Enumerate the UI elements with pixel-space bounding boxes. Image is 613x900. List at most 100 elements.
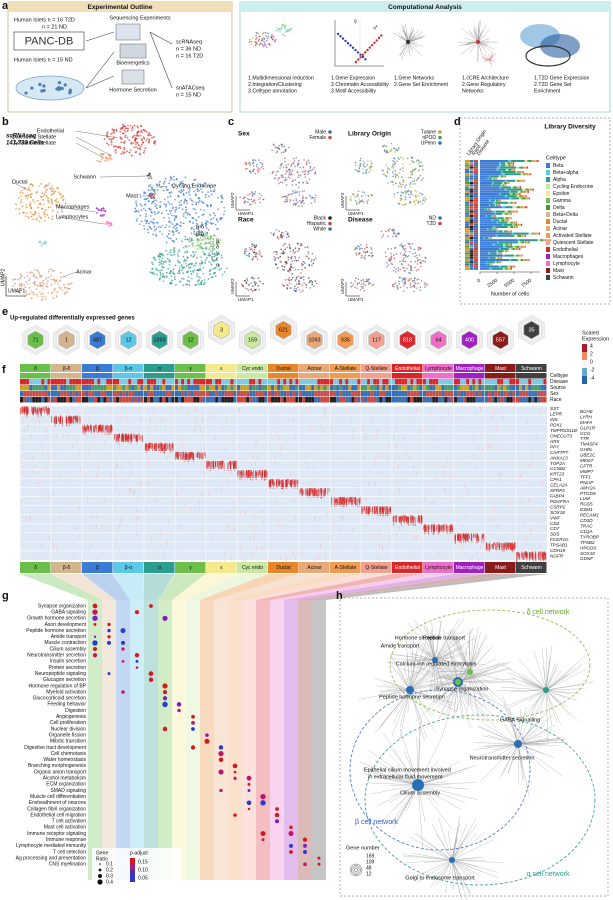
annotation-cell [100,391,104,397]
cell-point [359,252,361,254]
cell-point [57,201,60,203]
cell-point [145,220,148,223]
hexagon [364,326,389,354]
annotation-cell [122,391,126,397]
network-node [476,40,480,44]
cell-point [251,285,254,288]
annotation-cell [474,162,478,165]
heatmap-cell [21,406,23,413]
annotation-cell [159,379,163,385]
cell-point [146,228,149,231]
annotation-cell [454,385,458,391]
cell-point [244,252,246,255]
cell-point [270,232,272,234]
annotation-cell [224,391,228,397]
bar-segment [497,250,504,253]
cell-point [272,143,275,146]
cell-point [127,127,130,130]
heatmap-cell [208,461,210,467]
gene-count: 1093 [308,337,320,343]
heatmap-cell [473,452,474,458]
cell-point [360,279,363,282]
bar-segment [511,186,513,189]
cell-point [397,185,400,188]
annotation-cell [255,385,259,391]
bar-segment [528,160,532,162]
cell-point [275,229,278,231]
cell-point [400,156,402,159]
annotation-cell [474,179,478,182]
cell-point [183,202,185,204]
annotation-cell [506,397,510,403]
network-edge [481,57,491,61]
bar-segment [510,243,512,246]
bar-segment [510,217,511,220]
bar-segment [512,201,514,204]
bar-segment [480,164,500,167]
legend-label: Hispanic [307,221,327,227]
cell-point [185,283,187,286]
cell-point [274,250,277,253]
annotation-cell [465,223,469,226]
cell-point [191,270,194,272]
cell-point [21,205,24,207]
cell-point [218,252,221,255]
cell-point [217,208,220,210]
network-edge [489,53,497,61]
cell-point [289,269,292,271]
cell-point [402,192,404,194]
bar-segment [523,241,525,244]
cell-point [193,178,195,181]
annotation-cell [469,197,474,200]
bar-segment [503,223,513,226]
cell-point [110,132,112,135]
annotation-cell [392,385,396,391]
column-label: Cyc endo [242,366,263,372]
heatmap-cell [75,416,76,424]
cell-point [279,255,282,258]
cell-point [214,266,217,269]
heatmap-cell [110,409,111,415]
bar-segment [514,186,517,189]
heatmap-cell [138,433,140,441]
cell-point [172,271,175,273]
cell-point [196,269,199,272]
bar-segment [535,160,538,162]
annotation-cell [103,379,107,385]
bar-segment [512,164,514,167]
hexagon [363,324,390,356]
annotation-cell [308,379,312,385]
cell-point [274,146,277,149]
cell-point [366,279,369,282]
network-edge [482,55,491,61]
cell-point [415,199,418,201]
cell-point [291,273,294,275]
cell-point [185,199,188,202]
cell-point [294,257,297,259]
cell-point [194,218,197,221]
cell-point [197,282,199,285]
cell-point [20,284,23,286]
cell-point [418,169,420,172]
cell-point [198,197,200,200]
cell-point [281,174,284,176]
annotation-cell [35,385,39,391]
cell-point [392,235,394,238]
bar-segment [487,228,489,231]
cell-point [140,143,143,146]
cell-point [308,280,311,282]
cell-point [177,259,179,262]
annotation-cell [144,391,148,397]
heatmap-cell [133,433,135,439]
cell-point [191,242,193,245]
cell-point [288,28,291,31]
cell-point [247,201,249,203]
cell-point [398,276,401,279]
bar-segment [507,243,509,246]
legend-swatch [438,216,442,220]
cell-point [359,165,361,168]
cell-point [403,282,406,285]
annotation-cell [330,385,334,391]
cell-point [354,199,357,202]
cell-point [391,263,394,266]
